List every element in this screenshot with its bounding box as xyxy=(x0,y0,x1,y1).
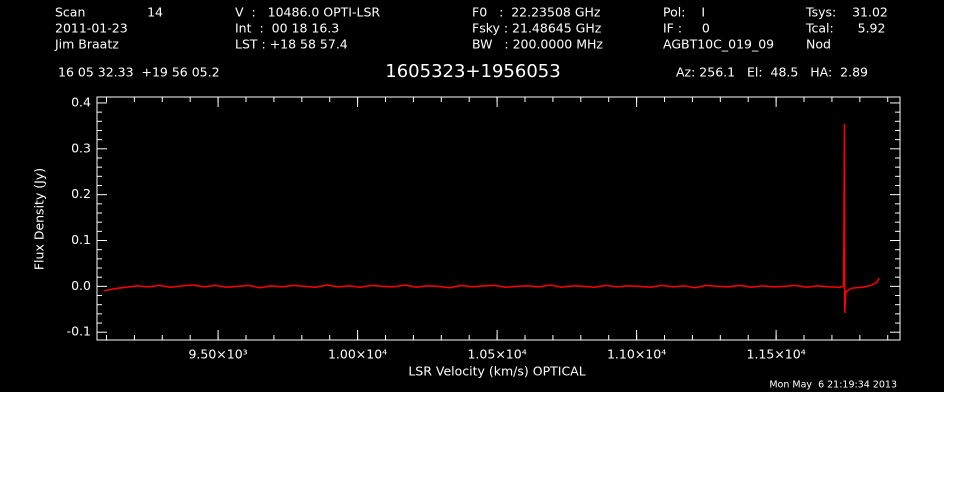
header-text: Tcal: 5.92 xyxy=(805,21,885,36)
timestamp: Mon May 6 21:19:34 2013 xyxy=(769,380,897,391)
header-text: 2011-01-23 xyxy=(55,21,128,36)
y-tick-label: 0.3 xyxy=(71,140,91,155)
y-tick-label: 0.4 xyxy=(71,94,91,109)
header: Scan 14 2011-01-23 Jim Braatz V : 10486.… xyxy=(54,5,888,80)
x-tick-label: 1.10×10⁴ xyxy=(607,347,666,362)
header-text: LST : +18 58 57.4 xyxy=(235,37,348,52)
header-text: F0 : 22.23508 GHz xyxy=(472,5,601,20)
header-text: V : 10486.0 OPTI-LSR xyxy=(235,5,380,20)
plot-frame xyxy=(96,96,901,341)
x-tick-label: 9.50×10³ xyxy=(188,347,247,362)
x-tick-label: 1.05×10⁴ xyxy=(467,347,526,362)
header-text: Jim Braatz xyxy=(54,37,119,52)
plot-background xyxy=(0,0,944,392)
header-text: Int : 00 18 16.3 xyxy=(235,21,339,36)
y-tick-label: 0.1 xyxy=(71,232,91,247)
header-text: Tsys: 31.02 xyxy=(805,5,888,20)
header-text: IF : 0 xyxy=(663,21,710,36)
header-text: Fsky : 21.48645 GHz xyxy=(472,21,602,36)
header-text: Pol: I xyxy=(663,5,705,20)
header-text: Az: 256.1 El: 48.5 HA: 2.89 xyxy=(676,65,868,80)
chart-title: 1605323+1956053 xyxy=(385,61,560,82)
header-text: Scan xyxy=(55,5,85,20)
x-axis-label: LSR Velocity (km/s) OPTICAL xyxy=(408,364,585,379)
y-axis-label: Flux Density (Jy) xyxy=(32,168,47,270)
y-tick-label: -0.1 xyxy=(67,324,91,339)
x-tick-label: 1.15×10⁴ xyxy=(747,347,806,362)
y-tick-label: 0.0 xyxy=(71,278,91,293)
x-tick-label: 1.00×10⁴ xyxy=(328,347,387,362)
header-text: 14 xyxy=(147,5,163,20)
header-text: Nod xyxy=(806,37,831,52)
spectrum-line xyxy=(103,123,880,313)
y-tick-label: 0.2 xyxy=(71,186,91,201)
header-text: 16 05 32.33 +19 56 05.2 xyxy=(58,65,220,80)
header-text: AGBT10C_019_09 xyxy=(663,37,774,52)
header-text: BW : 200.0000 MHz xyxy=(472,37,603,52)
